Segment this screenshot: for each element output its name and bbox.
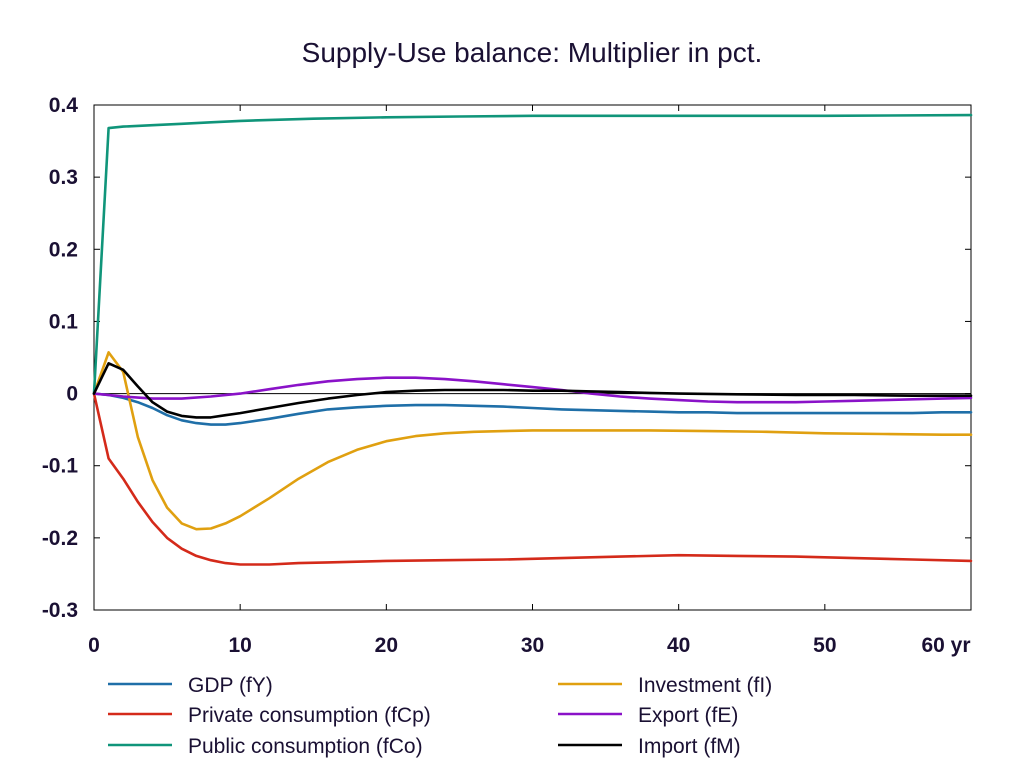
x-tick-label: 60 yr bbox=[921, 634, 970, 657]
x-tick-label: 10 bbox=[228, 634, 251, 657]
x-tick-label: 30 bbox=[521, 634, 544, 657]
series-line-export-fe bbox=[92, 376, 973, 404]
x-tick-label: 20 bbox=[375, 634, 398, 657]
axes: -0.3 -0.2 -0.1 0 0.1 0.2 0.3 0.4 0 10 20 30 40 50 60 y… bbox=[42, 94, 972, 657]
series-group bbox=[92, 113, 973, 566]
legend: GDP (fY) Investment (fI) Private consumpti… bbox=[108, 674, 772, 758]
y-tick-label: 0.4 bbox=[49, 94, 79, 117]
chart-title: Supply-Use balance: Multiplier in pct. bbox=[302, 37, 763, 68]
legend-label: Export (fE) bbox=[638, 704, 738, 727]
legend-label: GDP (fY) bbox=[188, 674, 273, 697]
series-line-investment-fi bbox=[92, 351, 973, 531]
series-line-import-fm bbox=[92, 362, 973, 419]
x-tick-label: 0 bbox=[88, 634, 100, 657]
y-tick-label: -0.1 bbox=[42, 455, 79, 478]
legend-label: Import (fM) bbox=[638, 735, 741, 758]
plot-frame bbox=[93, 104, 972, 611]
series-line-gdp-fy bbox=[92, 392, 973, 426]
series-line-private-consumption-fcp bbox=[92, 392, 973, 566]
legend-label: Investment (fI) bbox=[638, 674, 772, 697]
y-tick-label: 0.3 bbox=[49, 166, 78, 189]
legend-label: Private consumption (fCp) bbox=[188, 704, 431, 727]
y-tick-label: -0.2 bbox=[42, 527, 78, 550]
y-tick-label: 0.2 bbox=[49, 238, 78, 261]
y-tick-label: 0.1 bbox=[49, 310, 79, 333]
y-tick-label: -0.3 bbox=[42, 599, 78, 622]
x-tick-label: 50 bbox=[813, 634, 836, 657]
y-tick-label: 0 bbox=[66, 383, 78, 406]
series-line-public-consumption-fco bbox=[92, 113, 973, 395]
x-tick-label: 40 bbox=[667, 634, 690, 657]
legend-label: Public consumption (fCo) bbox=[188, 735, 423, 758]
